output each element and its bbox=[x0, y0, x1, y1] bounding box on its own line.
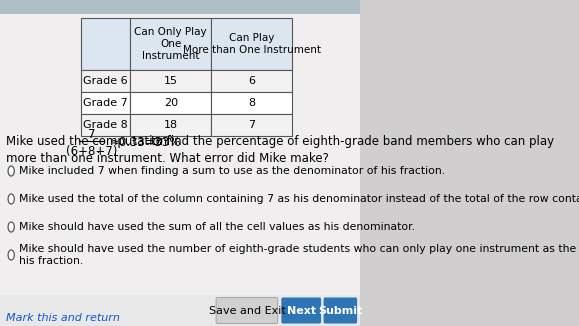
Text: Mike used the computation: Mike used the computation bbox=[6, 136, 167, 149]
Text: Save and Exit: Save and Exit bbox=[208, 305, 285, 316]
Circle shape bbox=[8, 222, 14, 232]
Text: Mike should have used the sum of all the cell values as his denominator.: Mike should have used the sum of all the… bbox=[19, 222, 415, 232]
Text: 6: 6 bbox=[248, 76, 255, 86]
Text: 15: 15 bbox=[164, 76, 178, 86]
FancyBboxPatch shape bbox=[211, 114, 292, 136]
Text: 18: 18 bbox=[164, 120, 178, 130]
Text: Next: Next bbox=[287, 305, 316, 316]
Text: 7: 7 bbox=[248, 120, 255, 130]
Text: 20: 20 bbox=[164, 98, 178, 108]
Text: 7: 7 bbox=[88, 128, 96, 141]
FancyBboxPatch shape bbox=[211, 92, 292, 114]
FancyBboxPatch shape bbox=[0, 0, 360, 14]
FancyBboxPatch shape bbox=[130, 92, 211, 114]
Text: his fraction.: his fraction. bbox=[19, 256, 83, 265]
Text: Grade 7: Grade 7 bbox=[83, 98, 128, 108]
Text: Mike used the total of the column containing 7 as his denominator instead of the: Mike used the total of the column contai… bbox=[19, 194, 579, 204]
Text: Grade 8: Grade 8 bbox=[83, 120, 128, 130]
Circle shape bbox=[8, 250, 14, 260]
FancyBboxPatch shape bbox=[130, 114, 211, 136]
Text: Grade 6: Grade 6 bbox=[83, 76, 128, 86]
FancyBboxPatch shape bbox=[324, 298, 357, 323]
Circle shape bbox=[8, 166, 14, 176]
FancyBboxPatch shape bbox=[130, 70, 211, 92]
Text: more than one instrument. What error did Mike make?: more than one instrument. What error did… bbox=[6, 152, 329, 165]
FancyBboxPatch shape bbox=[281, 298, 321, 323]
FancyBboxPatch shape bbox=[80, 18, 130, 70]
FancyBboxPatch shape bbox=[80, 92, 130, 114]
FancyBboxPatch shape bbox=[0, 295, 360, 326]
FancyBboxPatch shape bbox=[216, 298, 277, 323]
Text: (6+8+7): (6+8+7) bbox=[66, 145, 118, 158]
Text: Can Play
More than One Instrument: Can Play More than One Instrument bbox=[182, 33, 321, 55]
FancyBboxPatch shape bbox=[130, 18, 211, 70]
FancyBboxPatch shape bbox=[0, 0, 360, 326]
Text: Mike included 7 when finding a sum to use as the denominator of his fraction.: Mike included 7 when finding a sum to us… bbox=[19, 166, 445, 176]
Text: Mike should have used the number of eighth-grade students who can only play one : Mike should have used the number of eigh… bbox=[19, 244, 579, 255]
FancyBboxPatch shape bbox=[80, 114, 130, 136]
Text: to find the percentage of eighth-grade band members who can play: to find the percentage of eighth-grade b… bbox=[151, 136, 554, 149]
FancyBboxPatch shape bbox=[211, 18, 292, 70]
Circle shape bbox=[8, 194, 14, 204]
Text: 8: 8 bbox=[248, 98, 255, 108]
FancyBboxPatch shape bbox=[80, 70, 130, 92]
Text: ≈0.33=33%: ≈0.33=33% bbox=[109, 136, 181, 149]
Text: Submit: Submit bbox=[318, 305, 362, 316]
FancyBboxPatch shape bbox=[211, 70, 292, 92]
Text: Mark this and return: Mark this and return bbox=[6, 313, 120, 323]
Text: Can Only Play
One
Instrument: Can Only Play One Instrument bbox=[134, 27, 207, 61]
